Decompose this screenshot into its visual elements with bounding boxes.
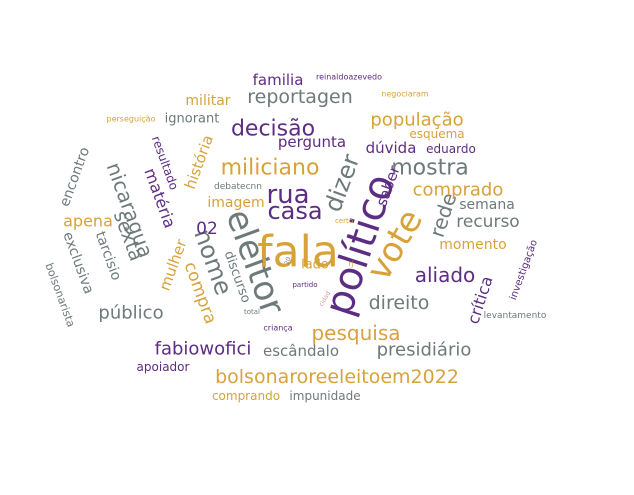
word-investigacao: investigação	[508, 238, 540, 301]
word-historia: história	[181, 133, 217, 192]
word-semana: semana	[459, 197, 515, 213]
word-esquema: esquema	[409, 127, 464, 141]
word-partido: partido	[292, 281, 317, 289]
word-decisao: decisão	[231, 117, 315, 142]
word-debatecnn: debatecnn	[214, 182, 262, 192]
word-comprado: comprado	[413, 180, 504, 201]
word-eduardo: eduardo	[426, 142, 476, 156]
word-casa: casa	[267, 197, 322, 225]
word-pesquisa: pesquisa	[311, 321, 400, 345]
word-20: 20	[283, 256, 292, 266]
word-reportagen: reportagen	[247, 86, 352, 108]
word-publico: público	[98, 303, 163, 324]
word-ignorant: ignorant	[165, 112, 220, 127]
word-negociaram: negociaram	[381, 90, 429, 99]
word-aliado: aliado	[415, 263, 476, 287]
word-pergunta: pergunta	[278, 133, 346, 151]
word-familia: familia	[253, 71, 304, 89]
word-bolsonaroreeleitoem2022: bolsonaroreeleitoem2022	[215, 366, 459, 388]
word-lado: lado	[301, 258, 329, 273]
word-apoiador: apoiador	[137, 360, 190, 374]
word-momento: momento	[439, 237, 506, 253]
word-crianca: criança	[263, 324, 292, 333]
word-exclusiva: exclusiva	[59, 230, 96, 296]
word-duvida: dúvida	[366, 139, 417, 157]
word-fala: fala	[257, 227, 339, 278]
word-escandalo: escândalo	[263, 342, 339, 360]
word-mostra: mostra	[391, 156, 469, 181]
word-bolsonarista: bolsonarista	[42, 261, 77, 329]
word-certo: certo	[335, 217, 353, 225]
word-direito: direito	[369, 292, 430, 314]
word-levantamento: levantamento	[484, 311, 547, 321]
word-fabiowofici: fabiowofici	[155, 339, 252, 360]
word-encontro: encontro	[57, 145, 93, 209]
word-militar: militar	[185, 93, 230, 109]
word-reinaldoazevedo: reinaldoazevedo	[316, 73, 382, 82]
word-rj: rj	[349, 260, 354, 268]
word-02: 02	[196, 219, 218, 239]
word-rua: rua	[266, 180, 309, 210]
word-total: total	[244, 308, 260, 316]
word-recurso: recurso	[456, 212, 519, 232]
word-populacao: população	[370, 110, 463, 131]
word-miliciano: miliciano	[221, 156, 320, 181]
word-impunidade: impunidade	[289, 389, 360, 403]
word-imagem: imagem	[207, 195, 264, 211]
word-presidiario: presidiário	[377, 340, 472, 361]
word-perseguicao: perseguição	[107, 115, 156, 124]
word-apena: apena	[63, 212, 113, 231]
word-comprando: comprando	[212, 389, 280, 403]
